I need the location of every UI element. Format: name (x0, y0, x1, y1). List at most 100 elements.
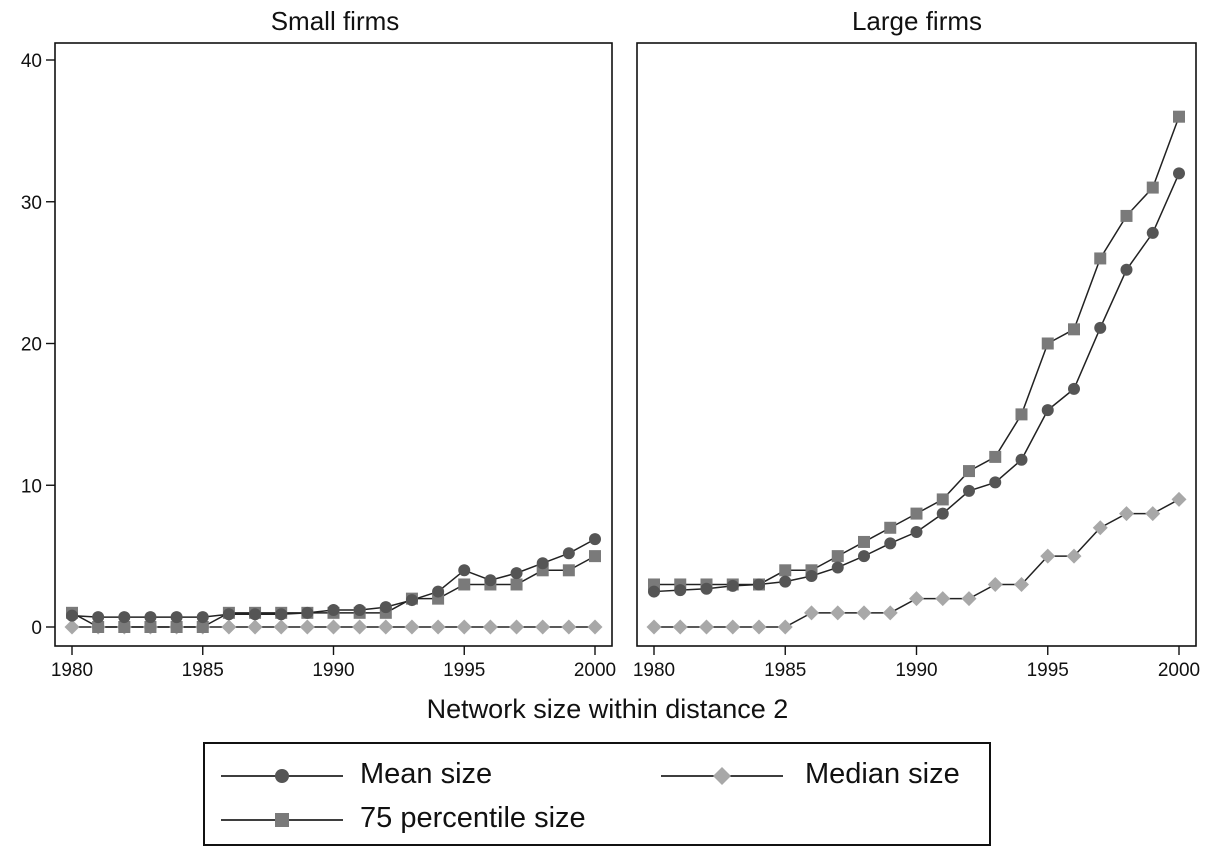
point-1-square-1995 (1041, 337, 1054, 350)
x-tick-label-1-1995: 1995 (1027, 660, 1069, 681)
point-1-circle-1994 (1015, 453, 1028, 466)
point-0-circle-1980 (66, 609, 78, 622)
legend-label-p75: 75 percentile size (360, 802, 586, 834)
point-1-diamond-1983 (725, 619, 741, 635)
point-1-diamond-1998 (1119, 506, 1134, 522)
point-0-circle-2000 (589, 533, 601, 546)
point-0-diamond-1991 (352, 619, 368, 635)
point-1-diamond-1980 (646, 619, 662, 635)
point-0-diamond-1999 (561, 619, 577, 635)
point-1-square-1996 (1068, 323, 1080, 336)
point-0-circle-1981 (92, 611, 105, 624)
plot-frame-1 (636, 42, 1197, 647)
y-tick-label-30: 30 (21, 193, 42, 214)
x-tick-label-1-1980: 1980 (633, 660, 675, 681)
point-1-circle-1988 (858, 550, 870, 563)
point-1-diamond-1981 (672, 619, 688, 635)
x-tick-label-0-1995: 1995 (443, 660, 485, 681)
point-0-diamond-1998 (535, 619, 551, 635)
legend-swatch-mean (221, 769, 343, 783)
legend-label-mean: Mean size (360, 758, 493, 790)
point-0-circle-1995 (458, 564, 471, 577)
point-0-square-1983 (144, 621, 157, 633)
point-1-square-1987 (831, 550, 844, 563)
point-1-square-1988 (858, 535, 870, 548)
point-1-diamond-1997 (1092, 520, 1108, 536)
panel-title-large-firms: Large firms (851, 6, 983, 36)
point-1-square-2000 (1173, 110, 1185, 123)
point-1-circle-1997 (1094, 321, 1107, 334)
point-1-circle-1998 (1120, 263, 1133, 276)
point-1-diamond-1986 (804, 605, 819, 621)
point-0-circle-1990 (327, 603, 340, 616)
point-1-square-1999 (1146, 181, 1159, 194)
point-0-circle-1983 (144, 611, 157, 624)
point-1-circle-1986 (805, 569, 818, 582)
point-0-circle-1992 (379, 601, 392, 614)
point-0-diamond-1980 (64, 619, 80, 635)
point-1-square-1990 (910, 507, 923, 520)
point-1-square-1993 (989, 450, 1002, 463)
point-1-circle-1987 (831, 561, 844, 574)
point-1-diamond-1993 (987, 576, 1003, 592)
point-1-circle-1980 (648, 585, 660, 598)
point-0-diamond-1993 (404, 619, 420, 635)
point-0-diamond-1988 (273, 619, 289, 635)
x-tick-label-1-1990: 1990 (895, 660, 937, 681)
point-1-diamond-1995 (1040, 548, 1056, 564)
point-0-square-1985 (196, 621, 209, 633)
x-tick-label-0-1980: 1980 (51, 660, 93, 681)
x-tick-label-0-2000: 2000 (574, 660, 616, 681)
point-0-square-1999 (562, 564, 575, 577)
point-1-circle-1995 (1041, 404, 1054, 417)
y-tick-label-40: 40 (21, 51, 42, 72)
y-tick-label-0: 0 (31, 618, 42, 639)
point-1-diamond-1996 (1066, 548, 1082, 564)
point-0-circle-1994 (432, 585, 445, 598)
point-0-diamond-1994 (430, 619, 446, 635)
point-0-diamond-1989 (299, 619, 315, 635)
point-0-circle-1987 (249, 608, 262, 621)
point-0-circle-1988 (275, 608, 288, 621)
point-1-circle-1981 (674, 584, 687, 597)
point-1-diamond-1991 (935, 591, 951, 607)
point-0-diamond-1996 (482, 619, 498, 635)
point-0-diamond-1992 (378, 619, 394, 635)
point-0-square-1982 (118, 621, 131, 633)
point-1-diamond-1984 (751, 619, 767, 635)
point-0-circle-1989 (301, 606, 314, 619)
x-tick-label-0-1985: 1985 (182, 660, 224, 681)
point-1-square-1989 (884, 521, 897, 534)
point-0-circle-1999 (562, 547, 575, 560)
point-1-square-1994 (1015, 408, 1028, 421)
point-1-square-1992 (963, 465, 975, 478)
point-0-diamond-1987 (247, 619, 263, 635)
point-1-circle-1983 (726, 579, 739, 592)
point-1-diamond-1992 (961, 591, 977, 607)
legend-label-median: Median size (805, 758, 960, 790)
point-1-circle-2000 (1173, 167, 1185, 180)
point-1-diamond-1988 (856, 605, 872, 621)
point-1-diamond-1985 (777, 619, 793, 635)
point-1-diamond-1990 (909, 591, 924, 607)
point-0-diamond-2000 (587, 619, 603, 635)
legend: Mean size Median size 75 percentile size (203, 742, 991, 846)
point-1-square-1991 (936, 493, 949, 506)
point-0-circle-1996 (484, 574, 497, 587)
x-tick-label-1-1985: 1985 (764, 660, 806, 681)
legend-item-p75 (217, 800, 347, 840)
point-1-circle-1982 (700, 582, 713, 595)
point-1-diamond-2000 (1171, 491, 1187, 507)
point-0-diamond-1995 (456, 619, 472, 635)
point-1-diamond-1987 (830, 605, 846, 621)
x-axis-label: Network size within distance 2 (426, 694, 789, 724)
plot-frame-0 (54, 42, 613, 647)
x-tick-label-0-1990: 1990 (312, 660, 354, 681)
point-0-square-1997 (510, 578, 523, 591)
point-1-circle-1992 (963, 484, 975, 497)
y-tick-label-10: 10 (21, 476, 42, 497)
point-0-diamond-1986 (221, 619, 237, 635)
point-0-circle-1984 (170, 611, 183, 624)
point-0-circle-1993 (405, 594, 418, 607)
